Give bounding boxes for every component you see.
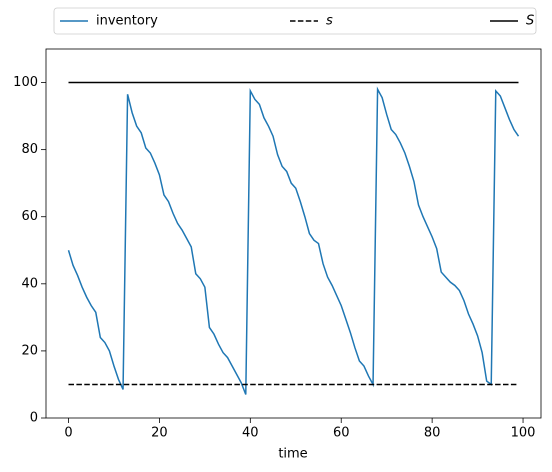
y-tick-label: 100 (13, 75, 38, 90)
x-tick-label: 40 (242, 426, 259, 441)
y-tick-label: 60 (21, 209, 38, 224)
y-tick-label: 80 (21, 142, 38, 157)
legend-label: S (526, 14, 534, 29)
x-tick-label: 60 (333, 426, 350, 441)
x-axis-label: time (278, 447, 307, 462)
legend-label: inventory (96, 14, 158, 29)
y-tick-label: 0 (30, 411, 38, 426)
x-tick-label: 20 (151, 426, 168, 441)
y-tick-label: 40 (21, 276, 38, 291)
x-tick-label: 80 (424, 426, 441, 441)
plot-frame (45, 48, 542, 419)
x-tick-label: 100 (511, 426, 536, 441)
series-line (67, 86, 520, 395)
x-tick-label: 0 (64, 426, 72, 441)
legend-label: s (326, 14, 333, 29)
y-tick-label: 20 (21, 343, 38, 358)
